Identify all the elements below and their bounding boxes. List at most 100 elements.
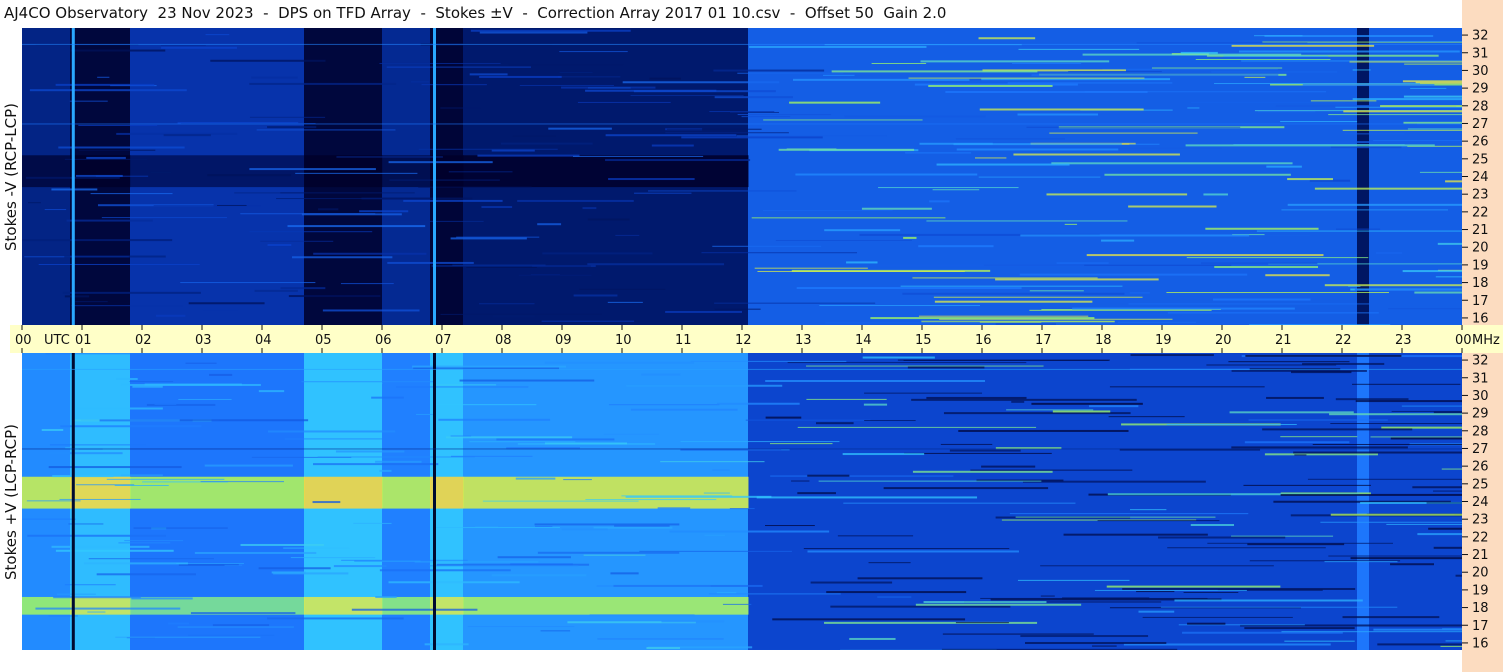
streak-240 xyxy=(1185,144,1435,147)
time-tick-label-9: 09 xyxy=(555,333,572,348)
streak-96 xyxy=(1268,263,1462,265)
streak-315 xyxy=(926,220,1128,222)
streak-231 xyxy=(27,534,166,537)
streak-135 xyxy=(287,225,426,228)
streak-266 xyxy=(818,480,1042,482)
streak-260 xyxy=(29,89,187,92)
streak-116 xyxy=(1097,520,1220,522)
streak-203 xyxy=(1187,107,1200,109)
time-tick-label-10: 10 xyxy=(615,333,632,348)
streak-233 xyxy=(1330,423,1462,425)
band-low-2 xyxy=(130,596,305,615)
streak-335 xyxy=(795,173,978,176)
time-tick-label-6: 06 xyxy=(375,333,392,348)
streak-268 xyxy=(933,296,1143,298)
band-1 xyxy=(70,155,131,188)
streak-264 xyxy=(64,255,166,258)
freq-tick-label-0-29: 29 xyxy=(1472,82,1489,97)
streak-213 xyxy=(416,413,436,415)
freq-tick-label-1-31: 31 xyxy=(1472,371,1489,386)
streak-156 xyxy=(497,556,571,559)
streak-255 xyxy=(1402,80,1462,83)
streak-209 xyxy=(1328,114,1462,116)
streak-78 xyxy=(714,308,761,310)
streak-303 xyxy=(1129,143,1160,145)
streak-304 xyxy=(680,448,782,451)
streak-304 xyxy=(1186,257,1369,259)
streak-55 xyxy=(589,614,695,617)
streak-322 xyxy=(1158,536,1286,539)
streak-28 xyxy=(943,412,1131,415)
streak-129 xyxy=(824,621,1038,624)
streak-324 xyxy=(945,90,1148,93)
streak-7 xyxy=(1240,624,1462,627)
streak-278 xyxy=(708,593,841,595)
streak-15 xyxy=(178,563,239,566)
streak-329 xyxy=(1324,561,1398,563)
streak-127 xyxy=(1128,303,1370,305)
streak-185 xyxy=(1022,480,1206,483)
streak-87 xyxy=(38,263,200,265)
streak-219 xyxy=(412,365,567,368)
streak-76 xyxy=(1088,405,1139,408)
streak-217 xyxy=(71,305,184,307)
streak-14 xyxy=(749,45,927,48)
streak-88 xyxy=(883,487,1049,490)
streak-294 xyxy=(1324,284,1462,287)
streak-214 xyxy=(1380,105,1462,108)
streak-38 xyxy=(1040,595,1055,597)
streak-152 xyxy=(101,217,227,219)
streak-24 xyxy=(939,318,1173,320)
streak-278 xyxy=(877,264,1085,267)
streak-318 xyxy=(1302,84,1435,87)
streak-200 xyxy=(341,559,468,561)
streak-235 xyxy=(431,264,591,267)
streak-79 xyxy=(830,605,1011,608)
streak-201 xyxy=(178,398,232,400)
streak-182 xyxy=(78,124,158,126)
streak-104 xyxy=(1130,354,1214,357)
streak-94 xyxy=(1167,312,1379,314)
streak-237 xyxy=(1244,627,1355,630)
streak-139 xyxy=(204,464,293,467)
streak-187 xyxy=(310,382,383,384)
streak-67 xyxy=(923,601,1047,604)
streak-223 xyxy=(75,174,123,177)
streak-163 xyxy=(1183,591,1239,593)
streak-35 xyxy=(414,561,539,563)
streak-82 xyxy=(116,132,238,135)
streak-94 xyxy=(690,360,847,362)
streak-162 xyxy=(1375,252,1403,254)
streak-191 xyxy=(530,274,560,276)
streak-57 xyxy=(1401,405,1462,407)
streak-12 xyxy=(500,142,593,145)
streak-284 xyxy=(359,210,409,213)
streak-274 xyxy=(1205,227,1319,230)
streak-249 xyxy=(1410,87,1447,89)
streak-147 xyxy=(118,542,171,544)
streak-76 xyxy=(1376,40,1462,42)
streak-152 xyxy=(597,638,724,640)
streak-257 xyxy=(585,499,717,501)
streak-232 xyxy=(648,190,797,192)
streak-131 xyxy=(251,456,352,458)
streak-156 xyxy=(217,204,247,206)
streak-67 xyxy=(1051,162,1293,165)
streak-82 xyxy=(915,603,1082,606)
freq-tick-label-1-20: 20 xyxy=(1472,566,1489,581)
streak-7 xyxy=(450,237,527,240)
streak-163 xyxy=(492,315,535,318)
streak-137 xyxy=(826,591,967,594)
streak-208 xyxy=(83,562,188,565)
streak-32 xyxy=(446,436,573,439)
streak-338 xyxy=(1281,631,1462,633)
top-frequency-axis: 16 17 18 19 20 21 22 23 24 25 26 27 28 29 30 31 32 xyxy=(1462,28,1503,326)
streak-276 xyxy=(188,302,265,305)
streak-70 xyxy=(914,83,1078,86)
streak-250 xyxy=(844,115,986,118)
streak-172 xyxy=(240,543,324,546)
streak-215 xyxy=(1266,165,1302,168)
streak-146 xyxy=(1086,254,1324,257)
freq-tick-label-0-18: 18 xyxy=(1472,276,1489,291)
streak-336 xyxy=(1377,643,1462,646)
